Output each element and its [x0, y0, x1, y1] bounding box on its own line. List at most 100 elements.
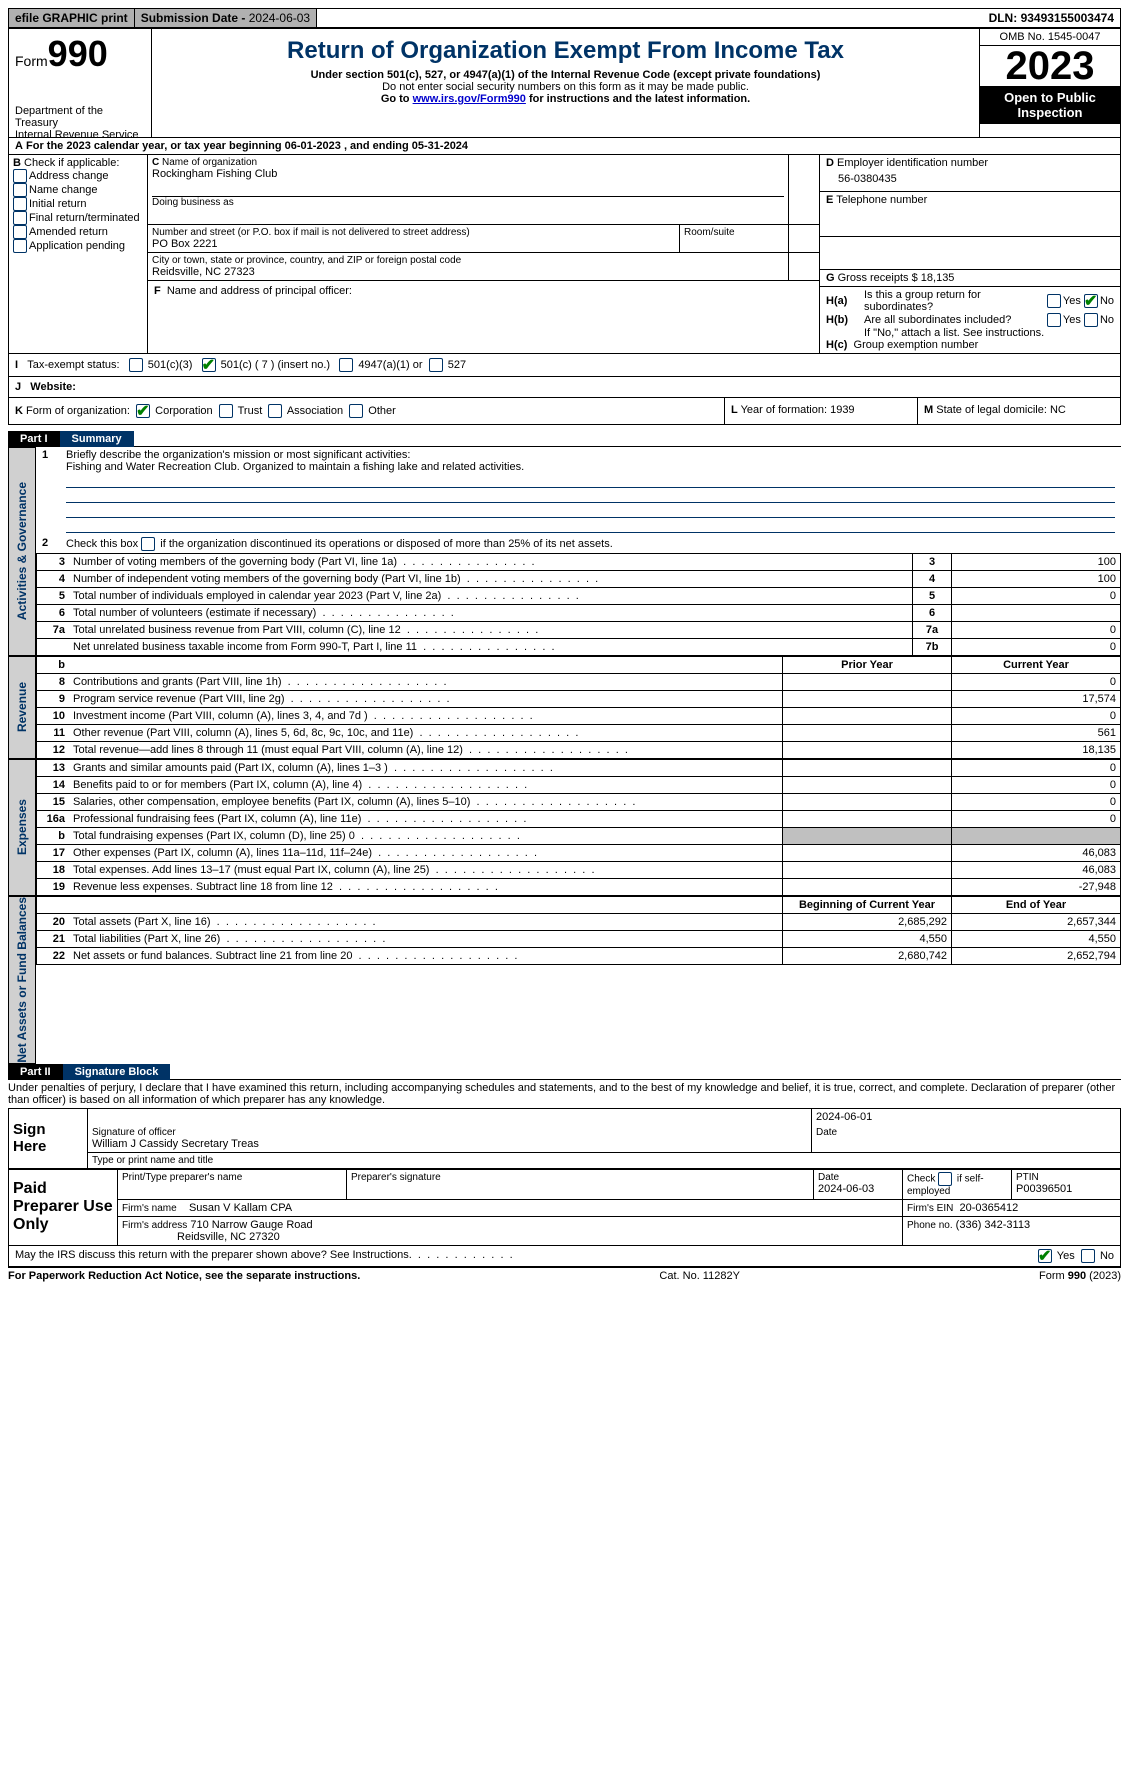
k-assoc[interactable]	[268, 404, 282, 418]
gov-row: Net unrelated business taxable income fr…	[37, 639, 1121, 656]
box-c: C Name of organization Rockingham Fishin…	[148, 155, 819, 353]
part1-tab: Part I	[8, 431, 60, 447]
data-row: 20 Total assets (Part X, line 16) . . . …	[37, 914, 1121, 931]
i-letter: I	[15, 359, 18, 371]
footer-mid: Cat. No. 11282Y	[659, 1270, 740, 1282]
ha-no[interactable]: No	[1100, 295, 1114, 307]
data-row: 9 Program service revenue (Part VIII, li…	[37, 691, 1121, 708]
sign-here-table: Sign Here 2024-06-01 Signature of office…	[8, 1108, 1121, 1169]
data-row: 19 Revenue less expenses. Subtract line …	[37, 879, 1121, 896]
perjury-text: Under penalties of perjury, I declare th…	[8, 1080, 1121, 1108]
type-name-label: Type or print name and title	[88, 1152, 1121, 1168]
firm-name: Susan V Kallam CPA	[189, 1202, 292, 1214]
b-app-pending[interactable]: Application pending	[13, 239, 143, 253]
ha-text: Is this a group return for subordinates?	[864, 289, 1047, 313]
expenses-table: 13 Grants and similar amounts paid (Part…	[36, 759, 1121, 896]
dln: DLN: 93493155003474	[983, 9, 1120, 27]
data-row: 18 Total expenses. Add lines 13–17 (must…	[37, 862, 1121, 879]
hb-text: Are all subordinates included?	[864, 314, 1047, 326]
room-label: Room/suite	[680, 225, 789, 252]
ssn-note: Do not enter social security numbers on …	[158, 81, 973, 93]
street-label: Number and street (or P.O. box if mail i…	[152, 227, 675, 238]
self-emp-checkbox[interactable]	[938, 1172, 952, 1186]
i-527[interactable]	[429, 358, 443, 372]
q2-num: 2	[42, 537, 48, 549]
data-row: 13 Grants and similar amounts paid (Part…	[37, 760, 1121, 777]
i-4947[interactable]	[339, 358, 353, 372]
firm-phone-label: Phone no.	[907, 1220, 953, 1231]
b-initial[interactable]: Initial return	[13, 197, 143, 211]
box-b-title: Check if applicable:	[24, 157, 119, 169]
exp-vlabel: Expenses	[8, 759, 36, 896]
gov-row: 6 Total number of volunteers (estimate i…	[37, 605, 1121, 622]
data-row: 12 Total revenue—add lines 8 through 11 …	[37, 742, 1121, 759]
open-inspection: Open to Public Inspection	[980, 86, 1120, 124]
box-h: H(a) Is this a group return for subordin…	[820, 287, 1120, 353]
data-row: 16a Professional fundraising fees (Part …	[37, 811, 1121, 828]
dba-label: Doing business as	[152, 196, 784, 208]
discuss-yes[interactable]	[1038, 1249, 1052, 1263]
k-letter: K	[15, 405, 23, 417]
box-f: F Name and address of principal officer:	[148, 281, 819, 351]
ptin-label: PTIN	[1016, 1172, 1116, 1183]
discuss-no[interactable]	[1081, 1249, 1095, 1263]
firm-addr2: Reidsville, NC 27320	[177, 1231, 280, 1243]
line-i: I Tax-exempt status: 501(c)(3) 501(c) ( …	[9, 354, 1120, 377]
right-column: D Employer identification number 56-0380…	[819, 155, 1120, 353]
top-bar: efile GRAPHIC print Submission Date - 20…	[8, 8, 1121, 28]
k-corp[interactable]	[136, 404, 150, 418]
self-emp: Check if self-employed	[903, 1169, 1012, 1199]
line-j: J Website:	[8, 377, 1121, 398]
j-letter: J	[15, 381, 21, 393]
dept-treasury: Department of the Treasury	[15, 105, 145, 129]
k-other[interactable]	[349, 404, 363, 418]
gross-value: 18,135	[921, 272, 955, 284]
hb-letter: H(b)	[826, 314, 848, 326]
prep-date: 2024-06-03	[818, 1183, 898, 1195]
part2-title: Signature Block	[63, 1064, 171, 1080]
a-letter: A	[15, 140, 23, 152]
gov-row: 4 Number of independent voting members o…	[37, 571, 1121, 588]
hb-yes[interactable]: Yes	[1063, 314, 1081, 326]
b-name-change[interactable]: Name change	[13, 183, 143, 197]
b-amended[interactable]: Amended return	[13, 225, 143, 239]
form-word: Form	[15, 53, 48, 69]
i-501c3[interactable]	[129, 358, 143, 372]
b-addr-change[interactable]: Address change	[13, 169, 143, 183]
may-discuss-text: May the IRS discuss this return with the…	[15, 1249, 412, 1261]
hc-text: Group exemption number	[854, 339, 979, 351]
i-501c[interactable]	[202, 358, 216, 372]
irs-link[interactable]: www.irs.gov/Form990	[413, 93, 526, 105]
efile-label: efile GRAPHIC print	[9, 9, 135, 27]
f-letter: F	[154, 285, 161, 297]
c-gap3	[789, 253, 819, 280]
hb-note: If "No," attach a list. See instructions…	[826, 327, 1114, 339]
gross-label: Gross receipts $	[838, 272, 918, 284]
l-letter: L	[731, 404, 738, 416]
part2-bar: Part II Signature Block	[8, 1064, 1121, 1080]
revenue-table: b Prior Year Current Year 8 Contribution…	[36, 656, 1121, 759]
k-trust[interactable]	[219, 404, 233, 418]
i-label: Tax-exempt status:	[27, 359, 119, 371]
prep-date-label: Date	[818, 1172, 898, 1183]
c-name-label: Name of organization	[162, 157, 257, 168]
city-label: City or town, state or province, country…	[152, 255, 784, 266]
sig-officer-name: William J Cassidy Secretary Treas	[92, 1138, 807, 1150]
firm-addr1: 710 Narrow Gauge Road	[190, 1219, 312, 1231]
q2-checkbox[interactable]	[141, 537, 155, 551]
part1-title: Summary	[60, 431, 134, 447]
dln-value: 93493155003474	[1021, 11, 1114, 25]
part1-bar: Part I Summary	[8, 431, 1121, 447]
g-letter: G	[826, 272, 835, 284]
q2-text: Check this box if the organization disco…	[66, 537, 1115, 551]
ha-yes[interactable]: Yes	[1063, 295, 1081, 307]
data-row: 14 Benefits paid to or for members (Part…	[37, 777, 1121, 794]
hb-no[interactable]: No	[1100, 314, 1114, 326]
col-begin: Beginning of Current Year	[783, 897, 952, 914]
b-final[interactable]: Final return/terminated	[13, 211, 143, 225]
data-row: 11 Other revenue (Part VIII, column (A),…	[37, 725, 1121, 742]
line-a: A For the 2023 calendar year, or tax yea…	[8, 137, 1121, 155]
ein-value: 56-0380435	[826, 169, 1114, 189]
part1-body: Activities & Governance 1 Briefly descri…	[8, 447, 1121, 656]
gov-row: 7a Total unrelated business revenue from…	[37, 622, 1121, 639]
